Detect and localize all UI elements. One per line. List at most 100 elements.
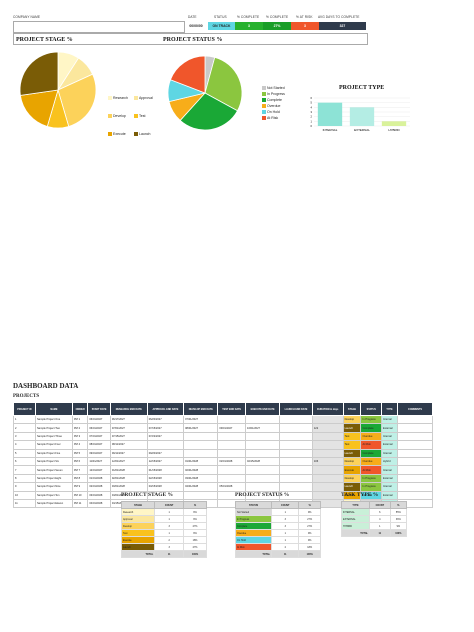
- cell-project-id[interactable]: 4: [13, 440, 36, 450]
- cell-type[interactable]: External: [381, 473, 398, 484]
- cell-execute-end-date[interactable]: 10/01/2027: [244, 423, 281, 433]
- cell-duration-in-days[interactable]: [311, 482, 344, 492]
- cell-project-id[interactable]: 8: [13, 473, 36, 484]
- cell-status[interactable]: Overdue: [360, 431, 383, 442]
- table-row[interactable]: 7 Sample Project Seven PM 7 12/01/2027 01/01…: [13, 465, 433, 475]
- cell-type[interactable]: Internal: [381, 448, 398, 458]
- cell-stage[interactable]: Test: [342, 431, 362, 442]
- cell-name[interactable]: Sample Project Three: [34, 431, 73, 442]
- cell-owner[interactable]: PM 8: [71, 473, 89, 484]
- cell-status[interactable]: Complete: [360, 448, 383, 458]
- cell-owner[interactable]: PM 6: [71, 456, 89, 467]
- cell-owner[interactable]: PM 10: [71, 490, 89, 500]
- table-row[interactable]: 5 Sample Project Five PM 5 09/01/2027 09/11/…: [13, 448, 433, 458]
- cell-stage[interactable]: Develop: [342, 456, 362, 467]
- table-row[interactable]: 9 Sample Project Nine PM 9 02/01/2028 03/01/…: [13, 482, 433, 492]
- cell-test-end-date[interactable]: [217, 414, 246, 425]
- cell-research-end-date[interactable]: 02/01/2028: [109, 473, 148, 484]
- cell-type[interactable]: Hybrid: [381, 456, 398, 467]
- cell-owner[interactable]: PM 4: [71, 440, 89, 450]
- cell-name[interactable]: Sample Project Five: [34, 448, 73, 458]
- cell-status[interactable]: In Progress: [360, 414, 383, 425]
- cell-duration-in-days[interactable]: 122: [311, 423, 344, 433]
- cell-test-end-date[interactable]: [217, 440, 246, 450]
- cell-owner[interactable]: PM 9: [71, 482, 89, 492]
- cell-duration-in-days[interactable]: [311, 440, 344, 450]
- cell-launch-end-date[interactable]: [279, 431, 313, 442]
- cell-type[interactable]: External: [381, 490, 398, 500]
- cell-develop-end-date[interactable]: [183, 431, 219, 442]
- cell-approval-end-date[interactable]: 07/15/2027: [146, 423, 185, 433]
- cell-develop-end-date[interactable]: 02/01/2028: [183, 465, 219, 475]
- cell-research-end-date[interactable]: 07/01/2027: [109, 423, 148, 433]
- cell-approval-end-date[interactable]: 06/20/2027: [146, 414, 185, 425]
- cell-start-date[interactable]: 01/01/2028: [87, 473, 111, 484]
- cell-develop-end-date[interactable]: 04/01/2028: [183, 482, 219, 492]
- cell-type[interactable]: Internal: [381, 482, 398, 492]
- cell-launch-end-date[interactable]: [279, 423, 313, 433]
- cell-owner[interactable]: PM 7: [71, 465, 89, 475]
- cell-status[interactable]: At Risk: [360, 465, 383, 475]
- cell-launch-end-date[interactable]: [279, 414, 313, 425]
- cell-duration-in-days[interactable]: [311, 431, 344, 442]
- cell-start-date[interactable]: 04/01/2028: [87, 498, 111, 509]
- cell-type[interactable]: Internal: [381, 431, 398, 442]
- cell-research-end-date[interactable]: 12/01/2027: [109, 456, 148, 467]
- cell-owner[interactable]: PM 11: [71, 498, 89, 509]
- cell-comments[interactable]: [397, 431, 433, 442]
- cell-owner[interactable]: PM 2: [71, 423, 89, 433]
- cell-type[interactable]: Internal: [381, 414, 398, 425]
- cell-comments[interactable]: [397, 414, 433, 425]
- cell-approval-end-date[interactable]: 02/15/2028: [146, 473, 185, 484]
- cell-name[interactable]: Sample Project Nine: [34, 482, 73, 492]
- cell-test-end-date[interactable]: [217, 473, 246, 484]
- cell-stage[interactable]: Develop: [342, 473, 362, 484]
- cell-execute-end-date[interactable]: [244, 440, 281, 450]
- cell-test-end-date[interactable]: [217, 465, 246, 475]
- cell-launch-end-date[interactable]: [279, 465, 313, 475]
- cell-duration-in-days[interactable]: 106: [311, 456, 344, 467]
- cell-comments[interactable]: [397, 490, 433, 500]
- cell-test-end-date[interactable]: 05/01/2028: [217, 482, 246, 492]
- cell-comments[interactable]: [397, 448, 433, 458]
- cell-project-id[interactable]: 1: [13, 414, 36, 425]
- cell-stage[interactable]: Execute: [342, 465, 362, 475]
- cell-duration-in-days[interactable]: [311, 473, 344, 484]
- cell-start-date[interactable]: 07/01/2027: [87, 431, 111, 442]
- company-name-field[interactable]: [13, 21, 185, 33]
- table-row[interactable]: 1 Sample Project One PM 1 06/01/2027 06/17/2…: [13, 414, 433, 425]
- cell-stage[interactable]: Develop: [342, 414, 362, 425]
- cell-approval-end-date[interactable]: [146, 440, 185, 450]
- cell-start-date[interactable]: 12/01/2027: [87, 465, 111, 475]
- cell-owner[interactable]: PM 5: [71, 448, 89, 458]
- cell-project-id[interactable]: 10: [13, 490, 36, 500]
- cell-project-id[interactable]: 3: [13, 431, 36, 442]
- cell-research-end-date[interactable]: 07/15/2027: [109, 431, 148, 442]
- cell-test-end-date[interactable]: 09/01/2027: [217, 423, 246, 433]
- cell-develop-end-date[interactable]: [183, 440, 219, 450]
- cell-type[interactable]: External: [381, 440, 398, 450]
- table-row[interactable]: 4 Sample Project Four PM 4 08/01/2027 08/11/…: [13, 440, 433, 450]
- cell-test-end-date[interactable]: [217, 448, 246, 458]
- cell-start-date[interactable]: 09/01/2027: [87, 448, 111, 458]
- cell-comments[interactable]: [397, 423, 433, 433]
- cell-name[interactable]: Sample Project Eight: [34, 473, 73, 484]
- cell-duration-in-days[interactable]: [311, 465, 344, 475]
- cell-duration-in-days[interactable]: [311, 490, 344, 500]
- cell-comments[interactable]: [397, 473, 433, 484]
- cell-comments[interactable]: [397, 456, 433, 467]
- cell-start-date[interactable]: 03/01/2028: [87, 490, 111, 500]
- cell-project-id[interactable]: 11: [13, 498, 36, 509]
- cell-start-date[interactable]: 08/01/2027: [87, 440, 111, 450]
- cell-comments[interactable]: [397, 440, 433, 450]
- table-row[interactable]: 8 Sample Project Eight PM 8 01/01/2028 02/01…: [13, 473, 433, 484]
- cell-develop-end-date[interactable]: 07/01/2027: [183, 414, 219, 425]
- cell-status[interactable]: Complete: [360, 423, 383, 433]
- cell-execute-end-date[interactable]: [244, 465, 281, 475]
- cell-name[interactable]: Sample Project Four: [34, 440, 73, 450]
- cell-name[interactable]: Sample Project Eleven: [34, 498, 73, 509]
- cell-launch-end-date[interactable]: [279, 440, 313, 450]
- cell-stage[interactable]: Launch: [342, 448, 362, 458]
- table-row[interactable]: 2 Sample Project Two PM 2 06/01/2027 07/01/2…: [13, 423, 433, 433]
- cell-project-id[interactable]: 2: [13, 423, 36, 433]
